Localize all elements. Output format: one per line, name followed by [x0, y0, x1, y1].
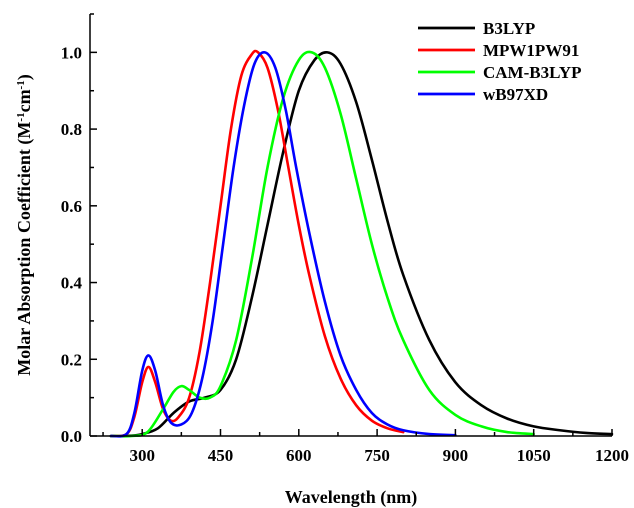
- x-tick-label: 300: [129, 446, 155, 465]
- series-layer: [109, 49, 614, 438]
- y-tick-label: 0.6: [61, 197, 82, 216]
- axes-layer: [89, 14, 612, 437]
- x-tick-label: 600: [286, 446, 312, 465]
- x-tick-label: 1050: [517, 446, 551, 465]
- y-axis-title-close: ): [14, 74, 35, 80]
- x-axis-title: Wavelength (nm): [285, 487, 418, 508]
- series-line-cam-b3lyp: [109, 50, 535, 438]
- y-tick-label: 0.8: [61, 120, 82, 139]
- y-axis-title-unit: cm: [14, 89, 34, 112]
- y-tick-label: 0.4: [61, 274, 83, 293]
- legend-label: MPW1PW91: [483, 41, 579, 60]
- y-tick-label: 0.0: [61, 427, 82, 446]
- y-axis-title: Molar Absorption Coefficient (M-1cm-1): [14, 74, 35, 375]
- series-line-mpw1pw91: [109, 49, 405, 438]
- ticks-layer: 300 450 600 750 900 1050 1200 0.0 0.2 0.4 0.6 0.8 1.…: [61, 13, 629, 465]
- series-line-wb97xd: [109, 51, 457, 438]
- y-axis-title-main: Molar Absorption Coefficient (M: [14, 122, 35, 376]
- legend: B3LYP MPW1PW91 CAM-B3LYP wB97XD: [418, 19, 582, 104]
- series-line-b3lyp: [109, 50, 614, 438]
- x-tick-label: 750: [364, 446, 390, 465]
- y-axis-title-sup-2: -1: [15, 80, 27, 89]
- x-tick-label: 900: [443, 446, 469, 465]
- y-tick-label: 0.2: [61, 350, 82, 369]
- legend-label: B3LYP: [483, 19, 535, 38]
- x-tick-label: 450: [208, 446, 234, 465]
- y-axis-title-sup-1: -1: [15, 112, 27, 121]
- legend-label: CAM-B3LYP: [483, 63, 582, 82]
- y-tick-label: 1.0: [61, 43, 82, 62]
- x-tick-label: 1200: [595, 446, 629, 465]
- legend-label: wB97XD: [483, 85, 548, 104]
